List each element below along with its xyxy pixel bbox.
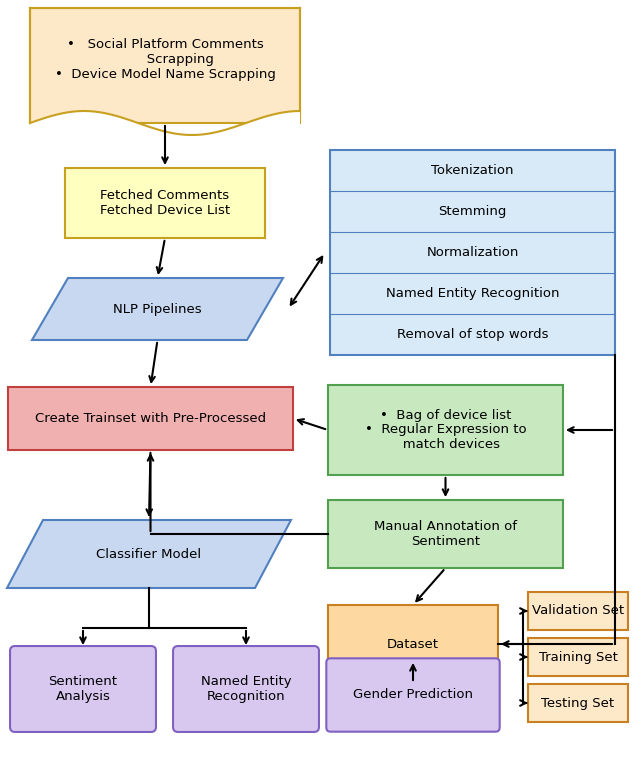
Text: •  Bag of device list
•  Regular Expression to
   match devices: • Bag of device list • Regular Expressio… [365,408,526,452]
Text: Tokenization: Tokenization [431,164,514,177]
Text: NLP Pipelines: NLP Pipelines [113,303,202,316]
Text: Dataset: Dataset [387,638,439,651]
FancyBboxPatch shape [328,500,563,568]
FancyBboxPatch shape [528,638,628,676]
Polygon shape [32,278,283,340]
Polygon shape [7,520,291,588]
Text: Validation Set: Validation Set [532,604,624,618]
Polygon shape [30,111,300,135]
FancyBboxPatch shape [528,592,628,630]
Text: Named Entity
Recognition: Named Entity Recognition [201,675,291,703]
FancyBboxPatch shape [10,646,156,732]
FancyBboxPatch shape [328,605,498,683]
Text: •   Social Platform Comments
       Scrapping
•  Device Model Name Scrapping: • Social Platform Comments Scrapping • D… [54,38,275,81]
Text: Sentiment
Analysis: Sentiment Analysis [49,675,118,703]
FancyBboxPatch shape [328,385,563,475]
Text: Manual Annotation of
Sentiment: Manual Annotation of Sentiment [374,520,517,548]
FancyBboxPatch shape [330,150,615,355]
FancyBboxPatch shape [65,168,265,238]
FancyBboxPatch shape [173,646,319,732]
Text: Classifier Model: Classifier Model [97,547,202,560]
Polygon shape [30,8,300,123]
Text: Normalization: Normalization [426,246,518,259]
FancyBboxPatch shape [8,387,293,450]
Text: Gender Prediction: Gender Prediction [353,689,473,702]
Text: Training Set: Training Set [539,651,618,663]
Text: Named Entity Recognition: Named Entity Recognition [386,287,559,300]
Text: Stemming: Stemming [438,205,507,218]
FancyBboxPatch shape [326,659,500,732]
FancyBboxPatch shape [528,684,628,722]
Text: Removal of stop words: Removal of stop words [397,328,548,341]
Text: Fetched Comments
Fetched Device List: Fetched Comments Fetched Device List [100,189,230,217]
Text: Testing Set: Testing Set [541,696,614,709]
Text: Create Trainset with Pre-Processed: Create Trainset with Pre-Processed [35,412,266,425]
